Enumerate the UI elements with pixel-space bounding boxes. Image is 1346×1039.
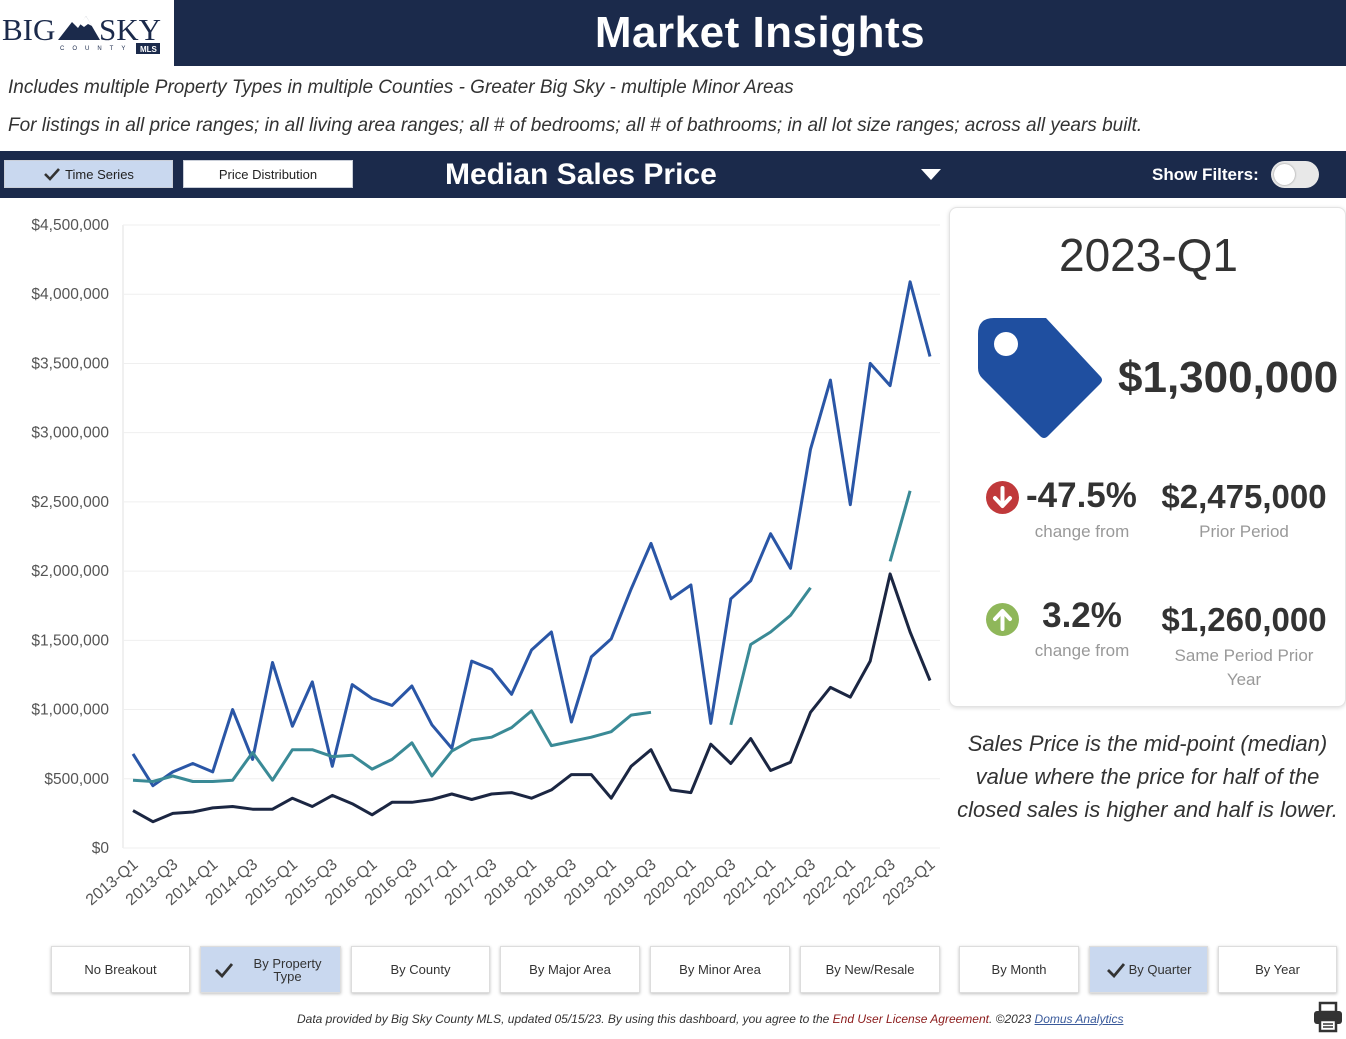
measure-dropdown[interactable]: Median Sales Price xyxy=(435,151,947,198)
measure-label: Median Sales Price xyxy=(445,157,717,191)
logo-text-right: SKY xyxy=(99,12,161,47)
kpi-value: $1,300,000 xyxy=(1118,353,1339,402)
by-month-label: By Month xyxy=(991,962,1047,977)
print-icon[interactable] xyxy=(1312,1001,1344,1033)
price-distribution-label: Price Distribution xyxy=(218,166,318,182)
big-sky-logo[interactable]: BIG SKY COUNTY MLS xyxy=(0,0,172,66)
by-month-button[interactable]: By Month xyxy=(959,946,1079,993)
show-filters-label: Show Filters: xyxy=(1152,165,1259,184)
y-tick-label: $2,000,000 xyxy=(31,563,109,580)
by-quarter-label: By Quarter xyxy=(1128,962,1192,977)
header-bar: Market Insights xyxy=(174,0,1346,66)
arrow-down-icon xyxy=(986,481,1019,514)
same-period-value: $1,260,000 xyxy=(1161,601,1327,638)
y-tick-label: $4,500,000 xyxy=(31,217,109,234)
check-icon xyxy=(214,962,233,978)
change-year-pct: 3.2% xyxy=(1042,596,1122,635)
series-line-2 xyxy=(132,490,912,783)
by-year-button[interactable]: By Year xyxy=(1218,946,1337,993)
no-breakout-label: No Breakout xyxy=(84,962,157,977)
by-new-resale-button[interactable]: By New/Resale xyxy=(800,946,940,993)
subtitle-line-2: For listings in all price ranges; in all… xyxy=(8,115,1143,136)
y-tick-label: $3,500,000 xyxy=(31,355,109,372)
by-new-resale-label: By New/Resale xyxy=(825,962,915,977)
change-prior-label: change from xyxy=(1034,522,1130,541)
toolbar: Time Series Price Distribution Median Sa… xyxy=(0,151,1346,198)
arrow-up-icon xyxy=(986,603,1019,636)
prior-period-value: $2,475,000 xyxy=(1161,478,1327,515)
logo-badge: MLS xyxy=(140,45,158,54)
kpi-period: 2023-Q1 xyxy=(1058,229,1238,281)
eula-link[interactable]: End User License Agreement xyxy=(832,1012,989,1026)
by-major-area-button[interactable]: By Major Area xyxy=(500,946,640,993)
footer-copyright: . ©2023 xyxy=(988,1012,1035,1026)
by-minor-area-label: By Minor Area xyxy=(679,962,761,977)
price-distribution-button[interactable]: Price Distribution xyxy=(183,160,353,188)
subtitle-line-1: Includes multiple Property Types in mult… xyxy=(8,77,794,98)
page-title: Market Insights xyxy=(594,8,926,57)
logo-text-sub: COUNTY xyxy=(60,46,133,52)
y-tick-label: $3,000,000 xyxy=(31,425,109,442)
by-county-button[interactable]: By County xyxy=(351,946,490,993)
series-line-1 xyxy=(131,280,932,788)
kpi-card: 2023-Q1 $1,300,000 -47.5% change from $2… xyxy=(949,207,1346,707)
y-tick-label: $2,500,000 xyxy=(31,494,109,511)
same-period-label: Same Period Prior Year xyxy=(1174,646,1314,689)
series-line-3 xyxy=(132,572,932,824)
footer-text: Data provided by Big Sky County MLS, upd… xyxy=(297,1012,833,1026)
show-filters-toggle[interactable] xyxy=(1271,161,1319,188)
price-tag-icon xyxy=(978,318,1102,438)
footer: Data provided by Big Sky County MLS, upd… xyxy=(297,1012,1123,1026)
chevron-down-icon xyxy=(921,169,941,180)
by-county-label: By County xyxy=(390,962,451,977)
y-tick-label: $1,000,000 xyxy=(31,702,109,719)
check-icon xyxy=(44,168,61,181)
definition-note: Sales Price is the mid-point (median) va… xyxy=(957,731,1338,822)
no-breakout-button[interactable]: No Breakout xyxy=(51,946,190,993)
domus-analytics-link[interactable]: Domus Analytics xyxy=(1034,1012,1124,1026)
change-prior-pct: -47.5% xyxy=(1026,476,1137,515)
by-quarter-button[interactable]: By Quarter xyxy=(1089,946,1208,993)
change-year-label: change from xyxy=(1034,641,1130,660)
by-property-type-label: By Property Type xyxy=(253,955,322,984)
y-tick-label: $0 xyxy=(92,840,110,857)
by-minor-area-button[interactable]: By Minor Area xyxy=(650,946,790,993)
mountain-icon xyxy=(58,16,100,40)
by-major-area-label: By Major Area xyxy=(529,962,611,977)
y-tick-label: $4,000,000 xyxy=(31,286,109,303)
check-icon xyxy=(1106,962,1125,978)
time-series-label: Time Series xyxy=(65,166,134,182)
by-year-label: By Year xyxy=(1255,962,1300,977)
logo-text-left: BIG xyxy=(2,12,55,47)
time-series-button[interactable]: Time Series xyxy=(4,160,173,188)
by-property-type-button[interactable]: By Property Type xyxy=(200,946,341,993)
y-tick-label: $1,500,000 xyxy=(31,632,109,649)
prior-period-label: Prior Period xyxy=(1199,522,1289,541)
y-tick-label: $500,000 xyxy=(44,771,109,788)
median-sales-price-chart: $0 $500,000 $1,000,000 $1,500,000 $2,000,000… xyxy=(31,217,940,909)
toggle-knob xyxy=(1274,164,1295,185)
